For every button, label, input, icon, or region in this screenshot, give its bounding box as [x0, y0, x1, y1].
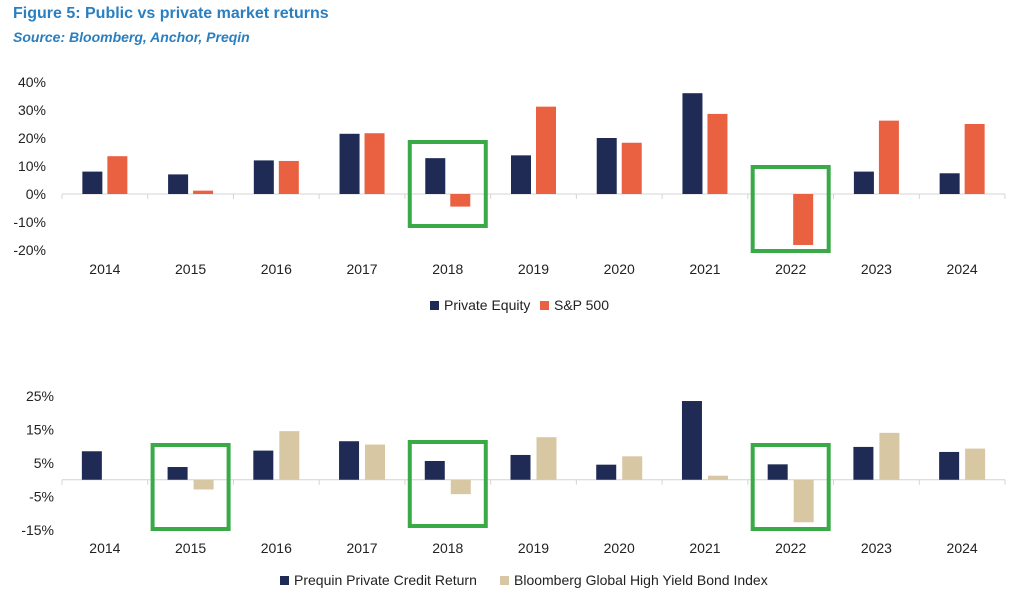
legend-label: S&P 500	[554, 297, 609, 313]
bar-bloomberg-global-high-yield-bond-index-2019	[536, 437, 557, 480]
bar-bloomberg-global-high-yield-bond-index-2023	[879, 432, 900, 480]
x-tick-label: 2022	[775, 540, 806, 556]
highlight-box-2018	[407, 140, 488, 228]
x-tick-label: 2021	[689, 261, 720, 277]
x-tick-label: 2018	[432, 261, 463, 277]
y-tick-label: 15%	[26, 422, 54, 438]
x-tick-label: 2015	[175, 261, 206, 277]
x-tick-label: 2019	[518, 540, 549, 556]
bar-s-p-500-2022	[793, 194, 814, 245]
x-tick-label: 2018	[432, 540, 463, 556]
bar-bloomberg-global-high-yield-bond-index-2020	[622, 456, 643, 480]
bar-bloomberg-global-high-yield-bond-index-2016	[279, 431, 300, 480]
bar-s-p-500-2021	[707, 113, 728, 194]
y-tick-label: 5%	[34, 455, 54, 471]
bar-bloomberg-global-high-yield-bond-index-2018	[450, 479, 471, 495]
legend-swatch	[540, 301, 549, 310]
bar-private-equity-2019	[511, 155, 531, 194]
x-tick-label: 2015	[175, 540, 206, 556]
bar-private-equity-2021	[682, 93, 703, 194]
y-tick-label: 20%	[18, 130, 46, 146]
bar-bloomberg-global-high-yield-bond-index-2015	[193, 479, 214, 490]
bar-bloomberg-global-high-yield-bond-index-2017	[365, 444, 386, 480]
bar-prequin-private-credit-return-2015	[167, 467, 188, 480]
y-tick-label: -10%	[13, 214, 46, 230]
highlight-box-2022	[750, 165, 831, 253]
bar-private-equity-2016	[253, 160, 274, 194]
chart-pe-vs-sp500: -20% -10% 0% 10% 20% 30% 40% 2014 2015 2016 2017 20…	[13, 74, 1006, 313]
bar-bloomberg-global-high-yield-bond-index-2022	[793, 479, 814, 523]
bar-s-p-500-2014	[107, 156, 128, 194]
legend-label: Private Equity	[444, 297, 530, 313]
bar-prequin-private-credit-return-2018	[424, 460, 445, 480]
y-tick-label: -15%	[21, 522, 54, 538]
bar-prequin-private-credit-return-2020	[596, 464, 617, 480]
bar-prequin-private-credit-return-2022	[767, 464, 788, 480]
bar-prequin-private-credit-return-2014	[81, 451, 102, 480]
bar-s-p-500-2018	[450, 194, 471, 207]
highlight-box-2022	[750, 443, 831, 531]
bar-prequin-private-credit-return-2017	[339, 441, 360, 480]
bar-s-p-500-2023	[878, 120, 899, 194]
bar-private-equity-2014	[82, 171, 103, 194]
y-tick-label: -5%	[29, 489, 54, 505]
x-tick-label: 2023	[861, 261, 892, 277]
x-tick-label: 2022	[775, 261, 806, 277]
y-tick-label: 40%	[18, 74, 46, 90]
x-tick-label: 2017	[346, 540, 377, 556]
x-tick-label: 2014	[89, 261, 120, 277]
x-tick-label: 2019	[518, 261, 549, 277]
bar-bloomberg-global-high-yield-bond-index-2021	[707, 475, 728, 480]
x-tick-label: 2016	[261, 261, 292, 277]
bar-prequin-private-credit-return-2024	[939, 451, 960, 480]
bar-s-p-500-2019	[536, 106, 556, 194]
bar-s-p-500-2017	[364, 133, 385, 194]
y-tick-label: 25%	[26, 388, 54, 404]
bar-s-p-500-2015	[193, 190, 214, 194]
bar-prequin-private-credit-return-2016	[253, 450, 274, 480]
legend-swatch	[500, 576, 509, 585]
bar-prequin-private-credit-return-2019	[510, 454, 531, 480]
bar-prequin-private-credit-return-2023	[853, 446, 874, 480]
legend-swatch	[280, 576, 289, 585]
x-tick-label: 2024	[947, 540, 978, 556]
legend-swatch	[430, 301, 439, 310]
y-tick-label: -20%	[13, 242, 46, 258]
bar-private-equity-2024	[939, 173, 960, 194]
x-tick-label: 2024	[947, 261, 978, 277]
legend-label: Bloomberg Global High Yield Bond Index	[514, 572, 768, 588]
x-tick-label: 2017	[346, 261, 377, 277]
bar-private-equity-2015	[168, 174, 189, 194]
x-tick-label: 2014	[89, 540, 120, 556]
y-tick-label: 0%	[26, 186, 46, 202]
bar-private-equity-2017	[339, 133, 360, 194]
bar-private-equity-2023	[853, 171, 874, 194]
legend-label: Prequin Private Credit Return	[294, 572, 477, 588]
bar-s-p-500-2016	[278, 160, 299, 194]
bar-s-p-500-2020	[621, 142, 642, 194]
bar-bloomberg-global-high-yield-bond-index-2024	[965, 448, 986, 480]
y-tick-label: 10%	[18, 158, 46, 174]
bar-s-p-500-2024	[964, 124, 985, 194]
bar-private-equity-2018	[425, 158, 446, 194]
highlight-box-2015	[150, 443, 231, 531]
x-tick-label: 2016	[261, 540, 292, 556]
bar-private-equity-2020	[596, 138, 617, 194]
figure-source: Source: Bloomberg, Anchor, Preqin	[13, 29, 250, 45]
figure-title: Figure 5: Public vs private market retur…	[13, 5, 329, 22]
x-tick-label: 2020	[604, 540, 635, 556]
x-tick-label: 2023	[861, 540, 892, 556]
highlight-box-2018	[407, 440, 488, 528]
x-tick-label: 2021	[689, 540, 720, 556]
x-tick-label: 2020	[604, 261, 635, 277]
y-tick-label: 30%	[18, 102, 46, 118]
bar-prequin-private-credit-return-2021	[681, 401, 702, 480]
